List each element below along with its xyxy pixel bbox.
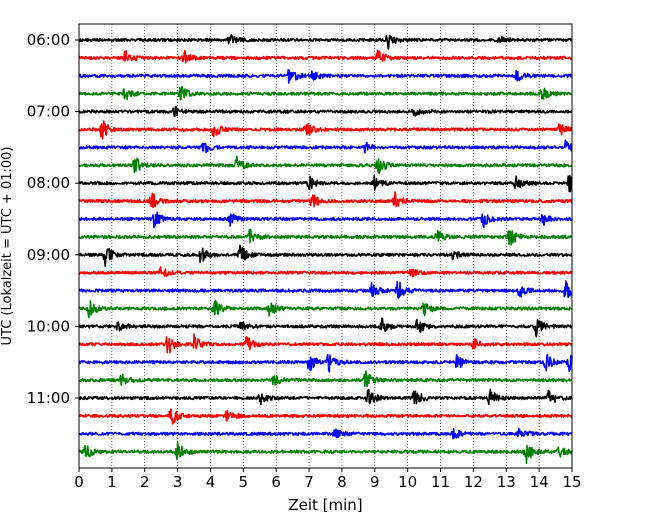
trace-row: [78, 85, 573, 101]
y-tick-label: 07:00: [27, 103, 70, 121]
x-tick-label: 14: [530, 473, 549, 491]
trace-row: [78, 299, 573, 319]
trace-row: [78, 441, 573, 464]
x-tick-label: 8: [337, 473, 347, 491]
trace-row: [78, 266, 573, 278]
trace-row: [78, 174, 573, 193]
trace-row: [78, 120, 573, 140]
x-axis-label: Zeit [min]: [288, 496, 362, 514]
x-tick-label: 4: [206, 473, 216, 491]
y-tick-label: 06:00: [27, 31, 70, 49]
x-tick-label: 13: [497, 473, 516, 491]
x-tick-label: 6: [271, 473, 281, 491]
plot-frame: [78, 23, 573, 469]
trace-row: [78, 353, 573, 373]
x-tick-label: 7: [304, 473, 314, 491]
trace-row: [78, 244, 573, 268]
trace-row: [78, 211, 573, 229]
trace-row: [78, 370, 573, 388]
trace-row: [78, 34, 573, 50]
y-tick-label: 09:00: [27, 246, 70, 264]
x-tick-label: 5: [239, 473, 249, 491]
trace-row: [78, 317, 573, 338]
y-axis-ticks: 06:00 07:00 08:00 09:00 10:00 11:00: [27, 31, 79, 407]
trace-row: [78, 69, 573, 84]
x-tick-label: 2: [140, 473, 150, 491]
x-tick-label: 9: [370, 473, 380, 491]
trace-row: [78, 280, 573, 299]
x-tick-label: 3: [173, 473, 183, 491]
x-tick-label: 10: [398, 473, 417, 491]
x-tick-label: 0: [74, 473, 84, 491]
x-tick-label: 11: [431, 473, 450, 491]
x-axis-ticks: 0 1 2 3 4 5 6 7 8 9 10 11 12 13 14 15: [74, 468, 582, 491]
trace-row: [78, 49, 573, 64]
x-tick-label: 15: [562, 473, 581, 491]
trace-row: [78, 408, 573, 425]
y-axis-label: UTC (Lokalzeit = UTC + 01:00): [0, 147, 15, 346]
y-tick-label: 10:00: [27, 317, 70, 335]
trace-row: [78, 388, 573, 406]
trace-row: [78, 139, 573, 154]
y-tick-label: 11:00: [27, 389, 70, 407]
x-tick-label: 12: [464, 473, 483, 491]
trace-row: [78, 105, 573, 117]
trace-row: [78, 333, 573, 354]
trace-row: [78, 155, 573, 175]
grid-lines: [111, 24, 540, 468]
x-tick-label: 1: [107, 473, 117, 491]
trace-row: [78, 191, 573, 209]
traces: [78, 34, 573, 464]
y-tick-label: 08:00: [27, 174, 70, 192]
trace-row: [78, 228, 573, 246]
trace-row: [78, 427, 573, 440]
